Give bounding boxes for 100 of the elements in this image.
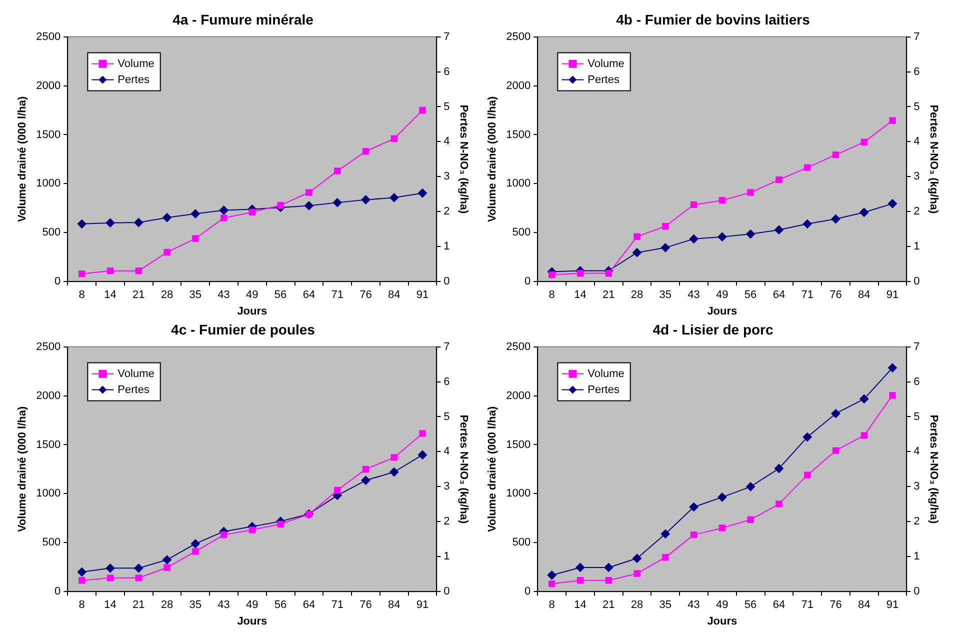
x-tick-label: 35 [189,289,202,302]
y2-tick-label: 5 [444,410,450,423]
x-tick-label: 35 [659,289,672,302]
y-tick-label: 2500 [36,30,61,43]
chart-title: 4b - Fumier de bovins laitiers [616,11,810,28]
y-axis-title: Volume drainé (000 l/ha) [16,406,29,532]
y-tick-label: 1500 [506,438,531,451]
y-tick-label: 2500 [506,30,531,43]
x-tick-label: 35 [659,599,672,612]
y2-tick-label: 6 [444,66,450,78]
x-tick-label: 21 [602,599,615,612]
y2-tick-label: 1 [914,550,920,563]
y2-tick-label: 6 [444,376,450,388]
x-tick-label: 76 [830,599,842,612]
x-tick-label: 49 [716,599,728,612]
y2-tick-label: 6 [914,66,920,78]
y2-axis-title: Pertes N-NO₃ (kg/ha) [457,104,470,214]
x-tick-label: 71 [331,599,344,612]
x-tick-label: 28 [630,599,644,612]
x-tick-label: 49 [716,289,728,302]
y-axis-title: Volume drainé (000 l/ha) [486,406,499,532]
x-tick-label: 28 [160,289,174,302]
x-tick-label: 64 [772,599,786,612]
x-tick-label: 91 [416,289,429,302]
x-tick-label: 64 [302,289,316,302]
y-axis-title: Volume drainé (000 l/ha) [16,96,29,222]
y2-tick-label: 0 [914,586,920,598]
x-tick-label: 84 [858,599,870,612]
x-tick-label: 56 [274,289,287,302]
y-tick-label: 2000 [36,390,61,402]
y2-tick-label: 7 [914,30,920,43]
x-axis-title: Jours [237,615,268,628]
y2-tick-label: 7 [914,340,920,353]
y2-tick-label: 4 [444,136,450,148]
y-tick-label: 500 [512,536,531,549]
y2-tick-label: 4 [914,136,920,148]
x-tick-label: 71 [801,289,814,302]
y2-tick-label: 5 [914,410,920,423]
y-tick-label: 1000 [36,488,61,500]
legend-label: Pertes [118,384,150,396]
y-tick-label: 2000 [506,80,531,92]
y2-tick-label: 3 [914,170,920,183]
y2-tick-label: 2 [444,206,450,218]
legend-label: Volume [588,58,624,70]
legend-label: Volume [118,368,154,380]
y2-tick-label: 3 [914,480,920,493]
y-tick-label: 500 [42,226,61,239]
x-tick-label: 43 [688,599,700,612]
x-tick-label: 21 [132,289,145,302]
x-tick-label: 14 [574,289,586,302]
x-tick-label: 28 [160,599,174,612]
x-tick-label: 76 [360,599,372,612]
x-tick-label: 91 [886,599,899,612]
y-tick-label: 0 [524,276,531,288]
x-tick-label: 14 [104,599,116,612]
y2-tick-label: 1 [914,240,920,253]
y2-axis-title: Pertes N-NO₃ (kg/ha) [927,414,940,524]
x-tick-label: 28 [630,289,644,302]
x-tick-label: 56 [274,599,287,612]
x-tick-label: 35 [189,599,202,612]
y2-tick-label: 7 [444,30,450,43]
y2-tick-label: 6 [914,376,920,388]
x-axis-title: Jours [707,305,738,318]
x-tick-label: 71 [801,599,814,612]
y-tick-label: 1500 [36,438,61,451]
y2-tick-label: 0 [444,276,450,288]
chart-title: 4d - Lisier de porc [652,321,774,338]
y2-tick-label: 4 [914,446,920,458]
x-tick-label: 76 [360,289,372,302]
y2-tick-label: 0 [914,276,920,288]
x-tick-label: 8 [78,289,85,302]
y2-axis-title: Pertes N-NO₃ (kg/ha) [927,104,940,214]
x-tick-label: 43 [218,289,230,302]
y-tick-label: 500 [42,536,61,549]
y-tick-label: 500 [512,226,531,239]
x-tick-label: 14 [104,289,116,302]
x-tick-label: 21 [602,289,615,302]
legend-label: Volume [118,58,154,70]
x-tick-label: 8 [78,599,85,612]
y2-axis-title: Pertes N-NO₃ (kg/ha) [457,414,470,524]
x-tick-label: 49 [246,289,258,302]
x-tick-label: 84 [388,599,400,612]
x-axis-title: Jours [237,305,268,318]
x-tick-label: 8 [548,599,555,612]
y-tick-label: 0 [54,276,61,288]
x-tick-label: 71 [331,289,344,302]
y2-tick-label: 3 [444,480,450,493]
x-tick-label: 43 [218,599,230,612]
y2-tick-label: 4 [444,446,450,458]
y2-tick-label: 5 [444,100,450,113]
y-tick-label: 2000 [36,80,61,92]
x-tick-label: 56 [744,289,757,302]
x-tick-label: 91 [416,599,429,612]
x-tick-label: 76 [830,289,842,302]
x-tick-label: 64 [772,289,786,302]
y-tick-label: 0 [524,586,531,598]
y2-tick-label: 0 [444,586,450,598]
x-axis-title: Jours [707,615,738,628]
y-tick-label: 1000 [506,488,531,500]
x-tick-label: 8 [548,289,555,302]
